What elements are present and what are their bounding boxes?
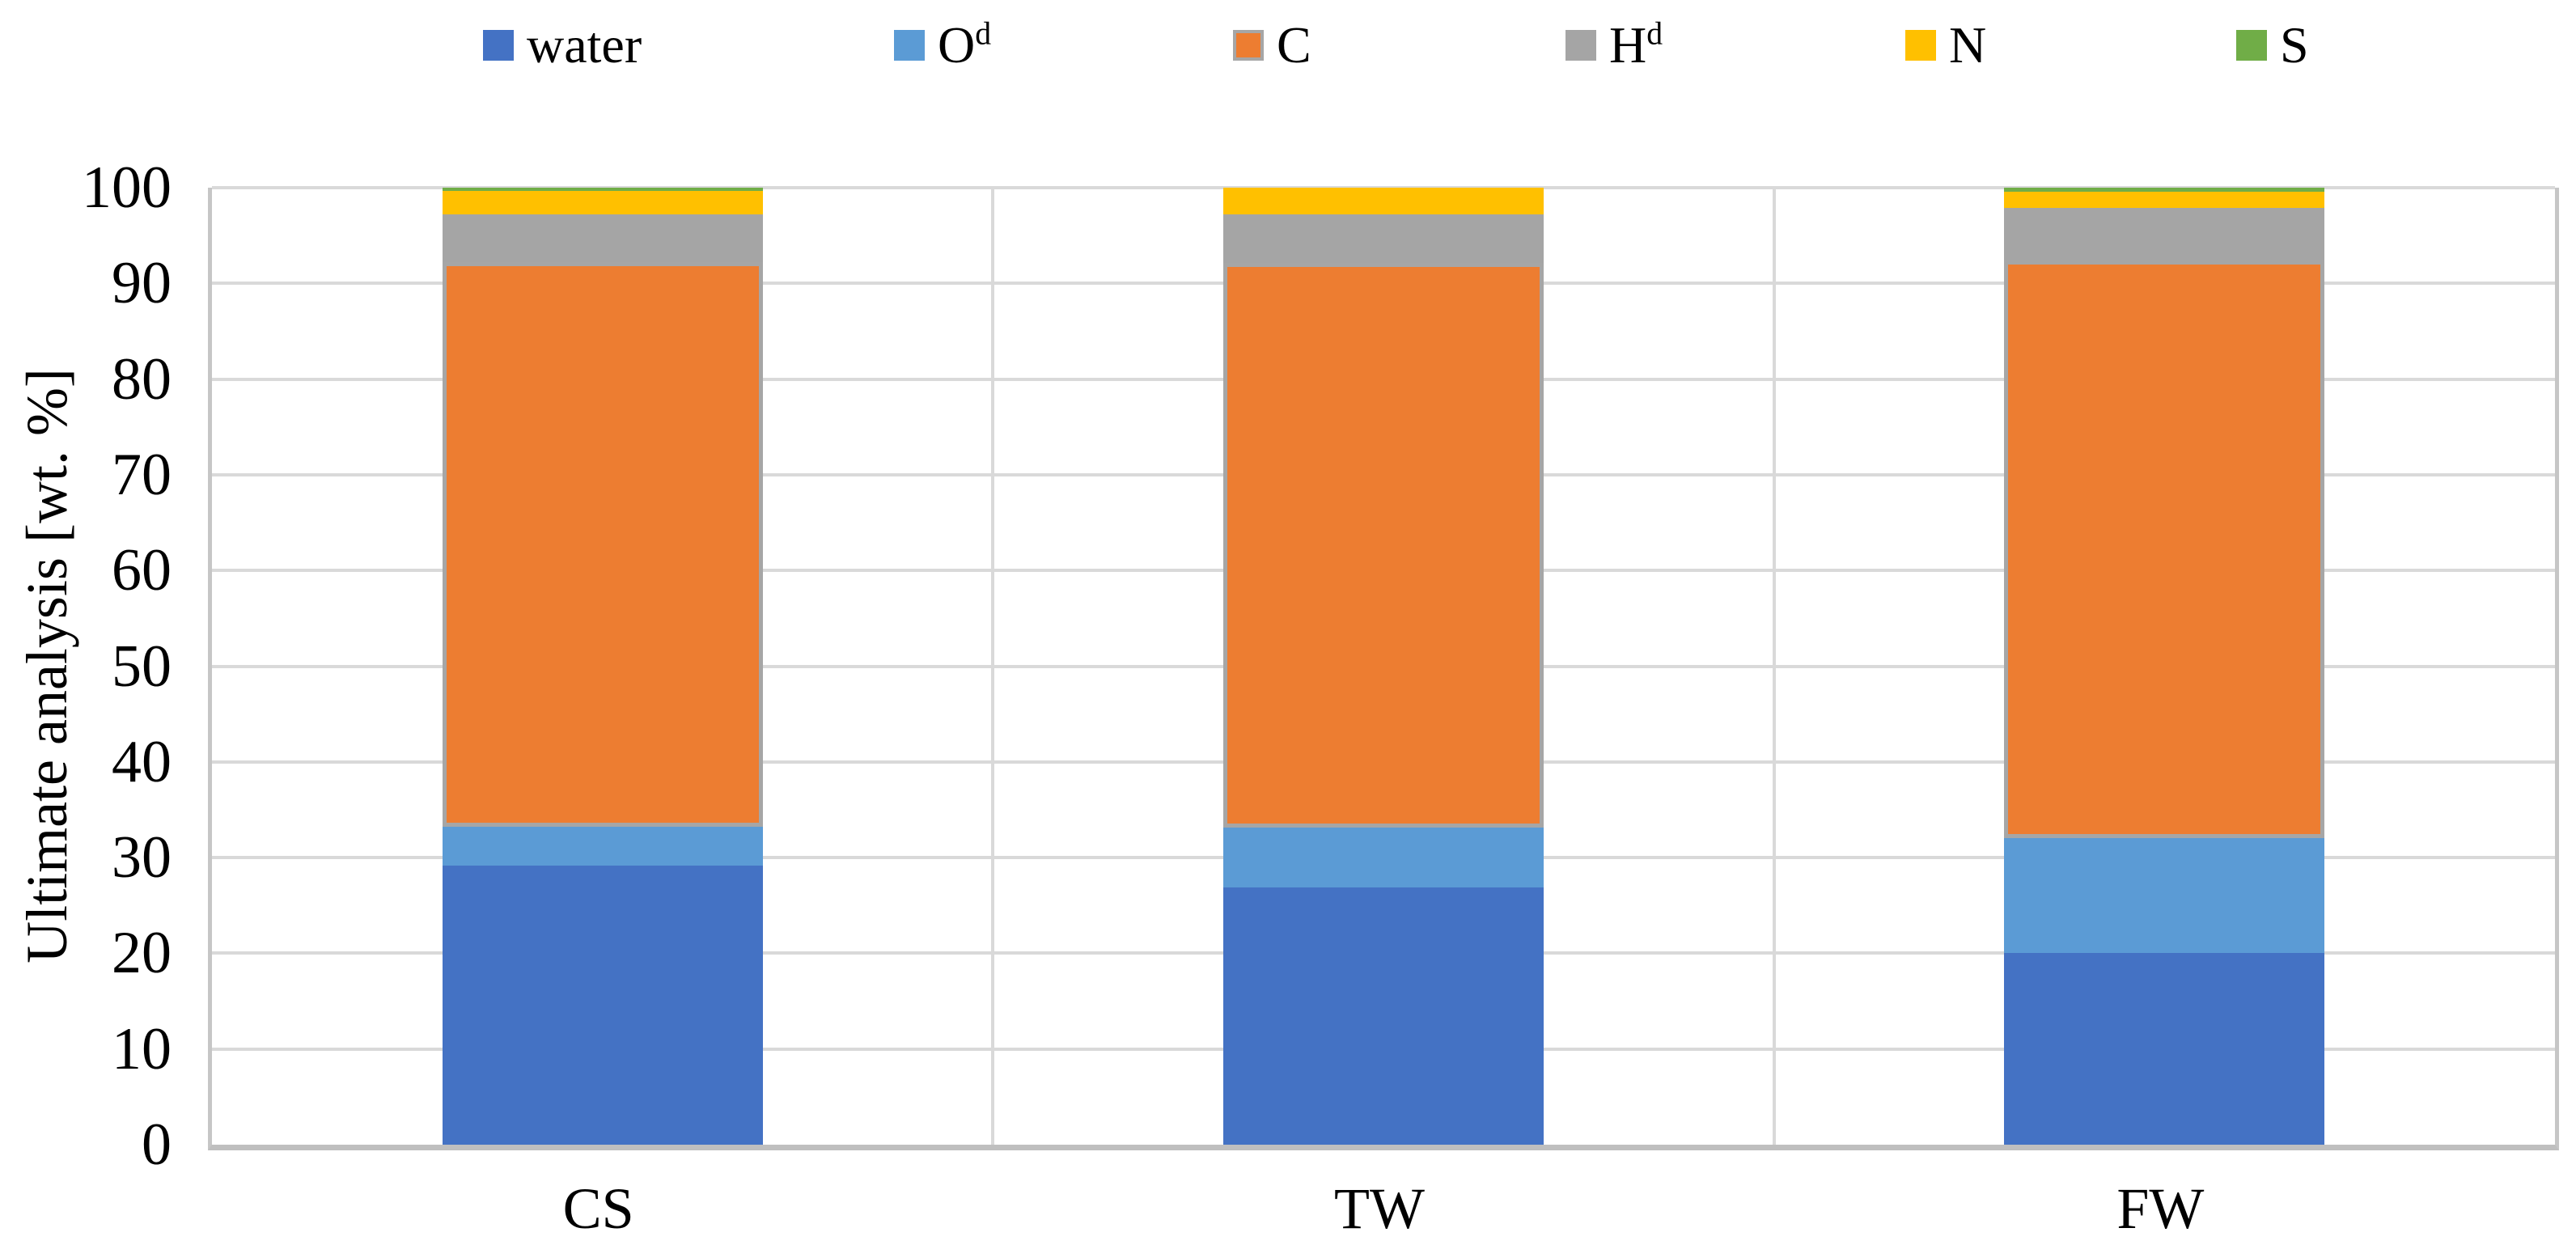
bar-fw-segment-od (2004, 838, 2325, 954)
x-label-tw: TW (1334, 1176, 1425, 1241)
bar-cs-segment-c (442, 262, 763, 828)
legend-item-c: C (1233, 15, 1311, 76)
bar-tw-segment-water (1223, 887, 1544, 1145)
bar-fw (2004, 188, 2325, 1145)
y-tick-label-60: 60 (112, 537, 172, 604)
legend-swatch-c (1233, 30, 1264, 61)
legend-item-s: S (2236, 15, 2309, 76)
y-tick-label-80: 80 (112, 345, 172, 413)
bar-cs-segment-s (442, 188, 763, 191)
bar-tw-segment-c (1223, 263, 1544, 828)
bar-tw-segment-od (1223, 828, 1544, 887)
legend-label-water: water (527, 16, 642, 74)
legend-label-od: Od (938, 15, 992, 74)
x-label-cs: CS (562, 1176, 634, 1241)
y-tick-label-70: 70 (112, 441, 172, 508)
bar-cs-segment-water (442, 865, 763, 1145)
v-gridline-1 (991, 188, 995, 1145)
legend-item-water: water (483, 15, 642, 76)
y-tick-label-0: 0 (142, 1112, 172, 1178)
legend-swatch-od (894, 30, 925, 61)
bar-tw-segment-n (1223, 188, 1544, 215)
legend-label-c: C (1277, 16, 1311, 74)
y-tick-label-10: 10 (112, 1015, 172, 1082)
bar-fw-segment-n (2004, 191, 2325, 208)
legend-swatch-water (483, 30, 514, 61)
legend-swatch-n (1905, 30, 1936, 61)
bar-fw-segment-water (2004, 953, 2325, 1145)
y-tick-label-30: 30 (112, 824, 172, 891)
x-label-fw: FW (2116, 1176, 2205, 1241)
y-tick-label-50: 50 (112, 633, 172, 700)
legend-label-hd: Hd (1609, 15, 1663, 74)
bar-cs-segment-n (442, 190, 763, 215)
bar-fw-segment-s (2004, 188, 2325, 192)
legend-label-n: N (1949, 16, 1987, 74)
legend-swatch-s (2236, 30, 2267, 61)
bar-cs-segment-hd (442, 214, 763, 263)
y-tick-label-100: 100 (82, 155, 172, 221)
bar-fw-segment-c (2004, 260, 2325, 839)
legend-item-od: Od (894, 15, 991, 76)
bar-cs (442, 188, 763, 1145)
legend-item-n: N (1905, 15, 1986, 76)
legend-item-hd: Hd (1566, 15, 1663, 76)
bar-tw (1223, 188, 1544, 1145)
legend-swatch-hd (1566, 30, 1596, 61)
legend-label-s: S (2280, 16, 2309, 74)
bar-tw-segment-hd (1223, 214, 1544, 264)
y-tick-label-20: 20 (112, 920, 172, 987)
bar-fw-segment-hd (2004, 207, 2325, 260)
h-gridline-100 (212, 186, 2555, 189)
plot-area (208, 186, 2559, 1150)
y-tick-label-40: 40 (112, 728, 172, 795)
bar-cs-segment-od (442, 827, 763, 866)
y-tick-label-90: 90 (112, 250, 172, 317)
v-gridline-2 (1772, 188, 1776, 1145)
